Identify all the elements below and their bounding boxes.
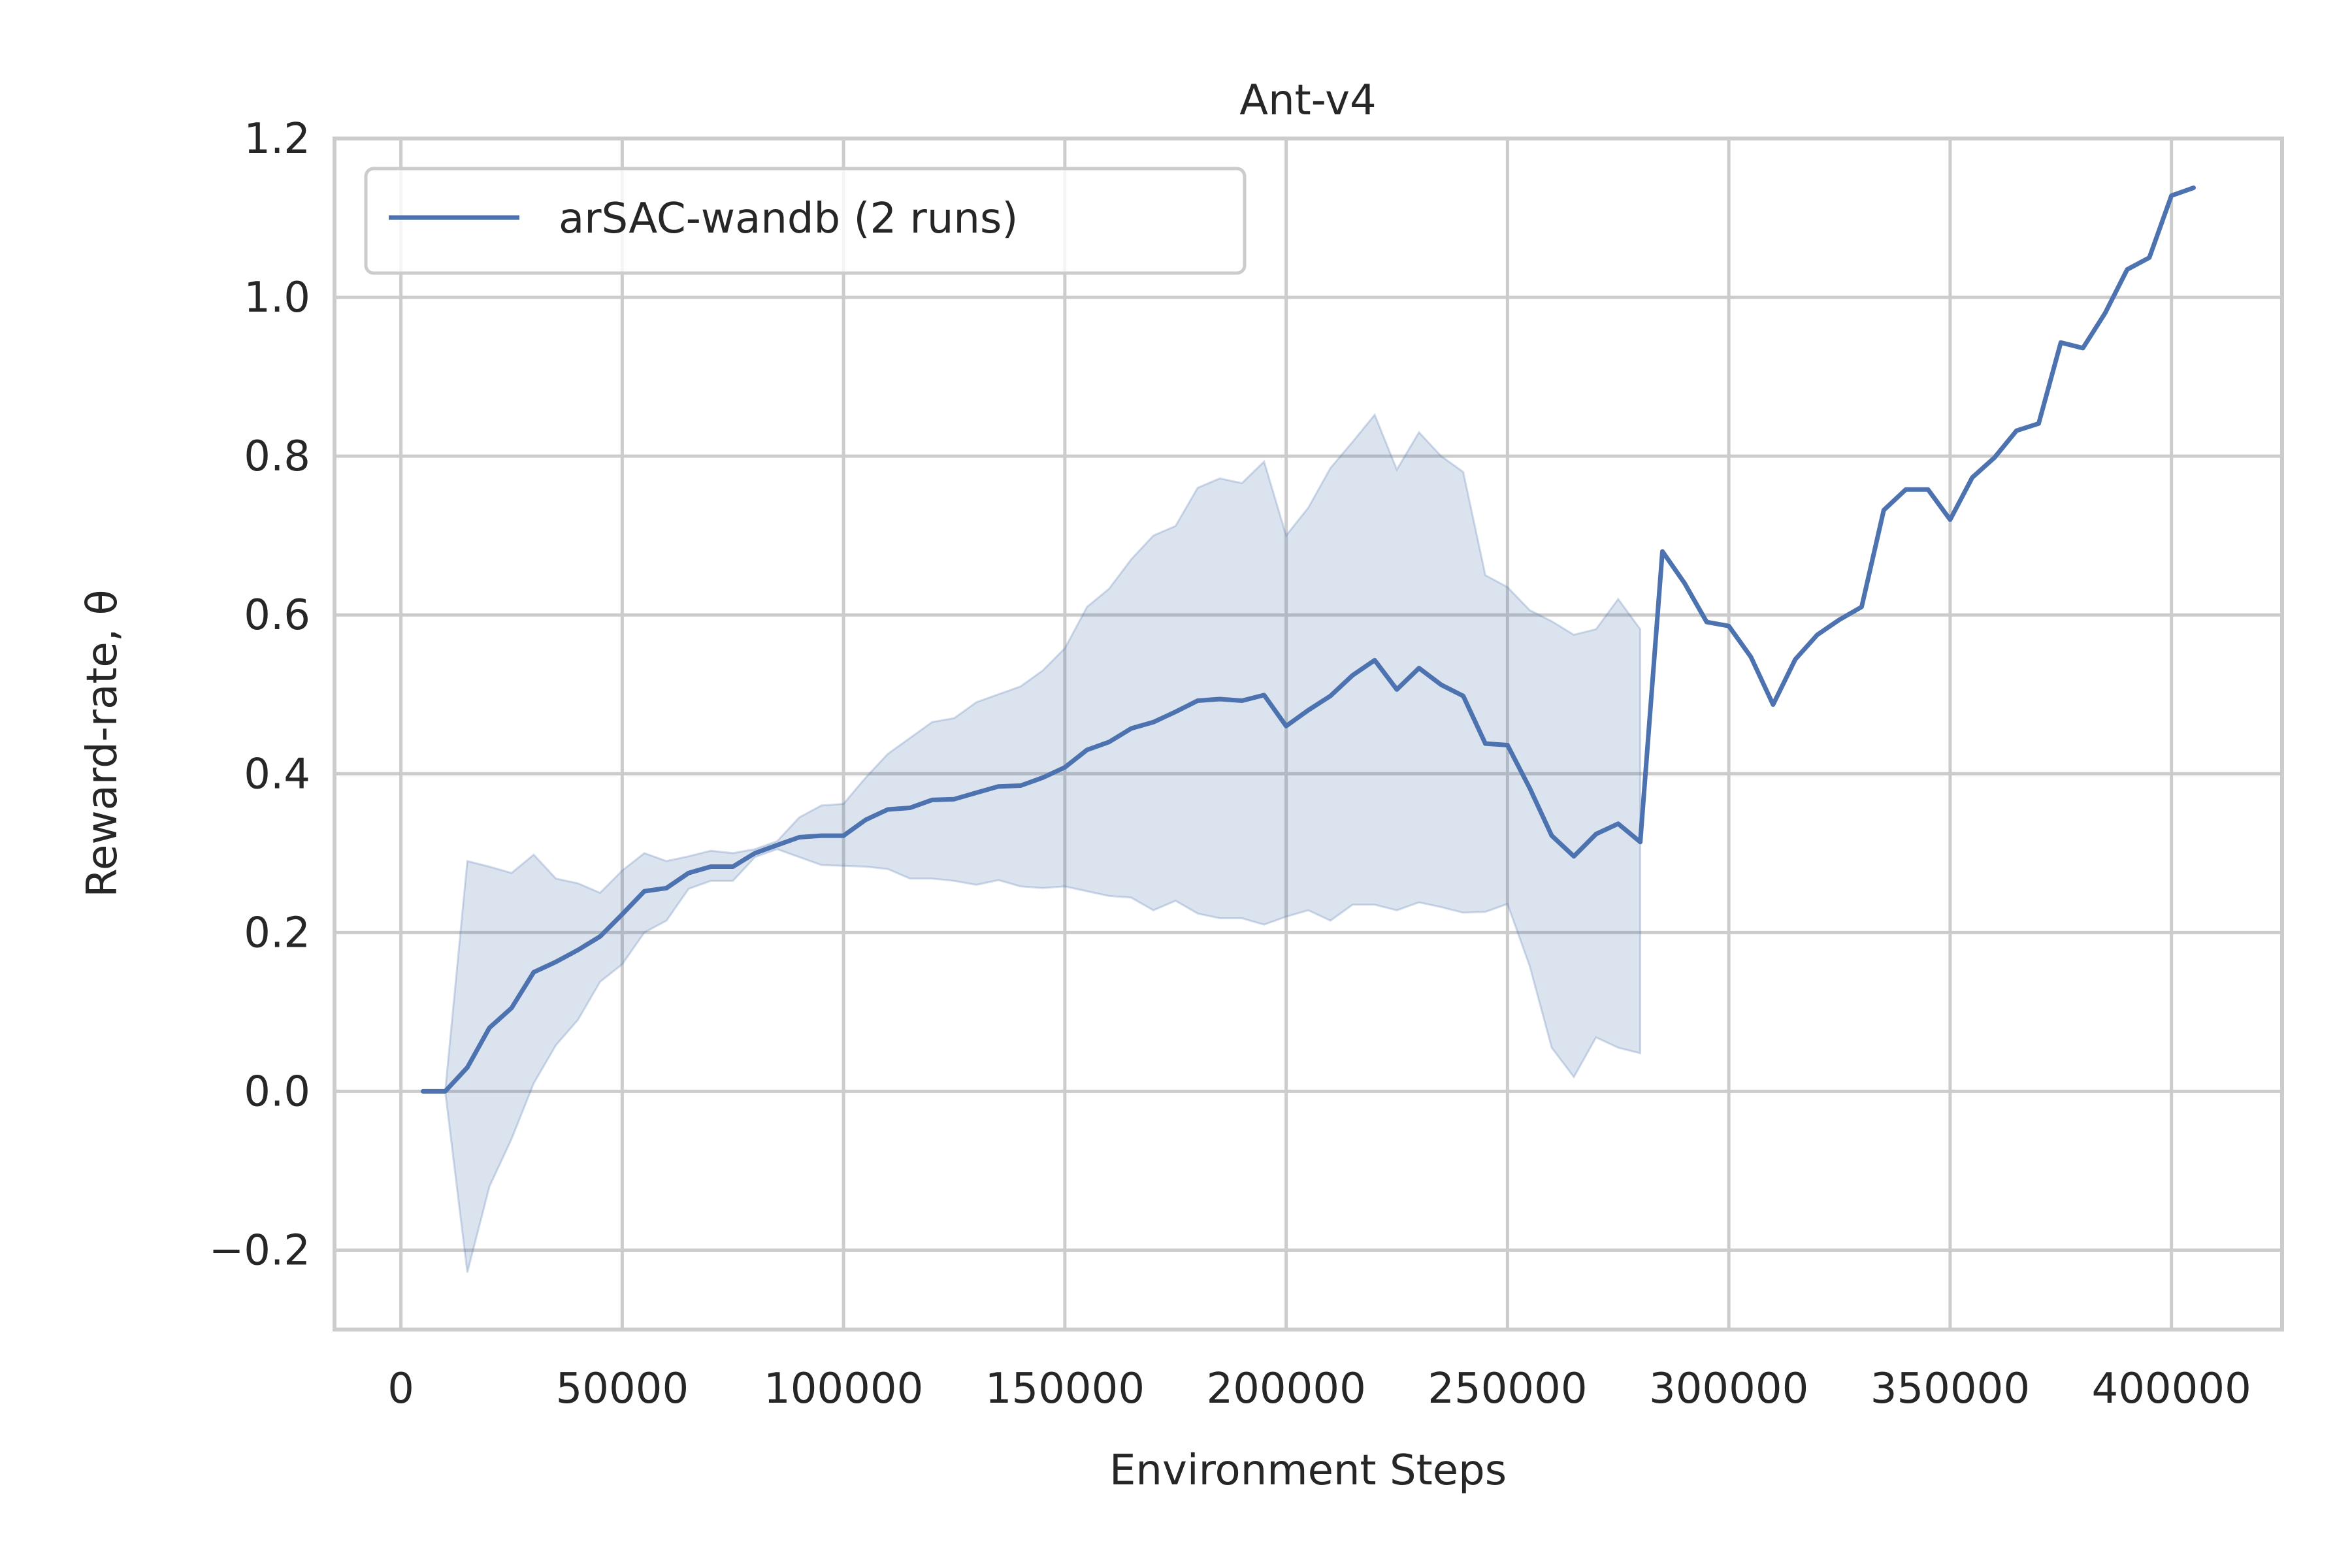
x-tick-label: 150000 bbox=[985, 1365, 1145, 1413]
chart-title: Ant-v4 bbox=[1239, 76, 1376, 125]
y-tick-label: 0.8 bbox=[244, 433, 310, 481]
y-tick-label: 1.2 bbox=[244, 115, 310, 163]
plot-border bbox=[333, 137, 2284, 1331]
x-tick-label: 0 bbox=[387, 1365, 414, 1413]
y-tick-label: −0.2 bbox=[209, 1226, 310, 1275]
y-tick-label: 0.2 bbox=[244, 909, 310, 957]
x-axis-label: Environment Steps bbox=[1109, 1446, 1507, 1495]
x-tick-label: 350000 bbox=[1870, 1365, 2030, 1413]
x-tick-label: 300000 bbox=[1649, 1365, 1808, 1413]
x-tick-label: 50000 bbox=[556, 1365, 689, 1413]
y-tick-label: 0.4 bbox=[244, 750, 310, 798]
series-line-layer bbox=[421, 185, 2196, 1094]
legend: arSAC-wandb (2 runs) bbox=[364, 167, 1247, 275]
tick-labels: 0 50000 100000 150000 200000 250000 300000 3500… bbox=[209, 115, 2251, 1413]
confidence-band-layer bbox=[423, 412, 1642, 1273]
x-tick-label: 400000 bbox=[2091, 1365, 2251, 1413]
y-tick-label: 0.6 bbox=[244, 591, 310, 640]
legend-box bbox=[364, 167, 1247, 275]
x-tick-label: 200000 bbox=[1206, 1365, 1365, 1413]
y-tick-label: 1.0 bbox=[244, 274, 310, 322]
legend-label: arSAC-wandb (2 runs) bbox=[559, 195, 1018, 243]
x-tick-label: 250000 bbox=[1428, 1365, 1587, 1413]
series-line bbox=[421, 185, 2196, 1094]
y-axis-label: Reward-rate, θ bbox=[78, 589, 127, 897]
plot-frame bbox=[333, 137, 2284, 1331]
x-tick-label: 100000 bbox=[764, 1365, 923, 1413]
confidence-band bbox=[423, 412, 1642, 1273]
y-tick-label: 0.0 bbox=[244, 1068, 310, 1116]
